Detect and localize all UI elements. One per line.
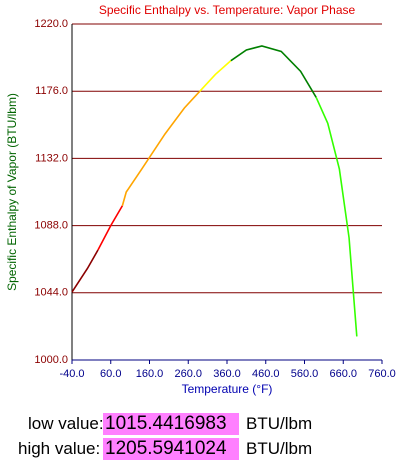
high-label: high value: [18, 439, 101, 458]
y-tick-label: 1220.0 [34, 18, 68, 30]
line [121, 90, 201, 206]
low-value: 1015.4416983 [103, 413, 239, 435]
line [230, 45, 317, 98]
x-tick-label: 160.0 [136, 368, 164, 380]
x-tick-label: 260.0 [174, 368, 202, 380]
line [199, 60, 232, 92]
line [97, 205, 124, 251]
x-tick-label: 460.0 [252, 368, 280, 380]
x-tick-label: 60.0 [100, 368, 121, 380]
y-tick-label: 1132.0 [35, 152, 68, 164]
chart: Specific Enthalpy vs. Temperature: Vapor… [5, 3, 396, 396]
y-tick-label: 1000.0 [34, 354, 68, 366]
x-tick-label: 560.0 [291, 368, 319, 380]
y-tick-label: 1088.0 [34, 220, 68, 232]
x-tick-label: 360.0 [213, 368, 241, 380]
high-value: 1205.5941024 [103, 438, 239, 460]
y-tick-label: 1044.0 [34, 287, 68, 299]
x-tick-label: 660.0 [329, 368, 357, 380]
x-tick-label: 760.0 [368, 368, 396, 380]
line [315, 96, 358, 337]
y-axis-label: Specific Enthalpy of Vapor (BTU/lbm) [5, 93, 19, 291]
x-tick-label: -40.0 [59, 368, 84, 380]
line [71, 249, 99, 293]
x-axis-label: Temperature (°F) [182, 382, 273, 396]
high-unit: BTU/lbm [246, 439, 313, 458]
low-label: low value: [28, 414, 104, 433]
chart-title: Specific Enthalpy vs. Temperature: Vapor… [99, 3, 356, 17]
low-unit: BTU/lbm [246, 414, 313, 433]
y-tick-label: 1176.0 [35, 85, 68, 97]
